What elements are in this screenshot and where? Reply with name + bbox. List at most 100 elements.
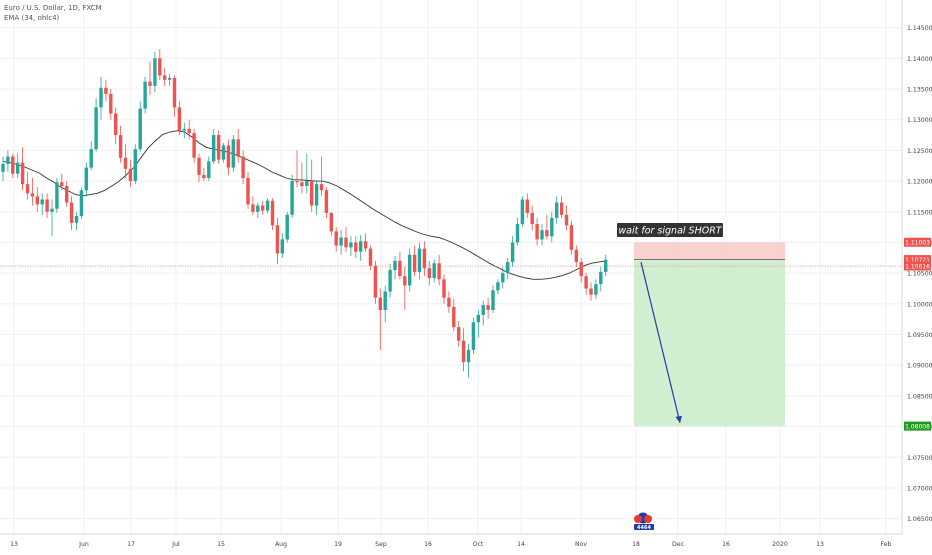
candle-body <box>167 77 172 80</box>
price-tick-label: 1.10000 <box>907 301 932 308</box>
candle <box>261 200 265 215</box>
stop-loss-zone[interactable] <box>634 242 785 260</box>
time-axis: 13 Jun 17 Jul 15 Aug 19 Sep 16 Oct 14 Nov 18 Dec 16 202… <box>0 533 902 548</box>
candle <box>133 144 137 185</box>
candle-body <box>339 237 343 246</box>
candle-body <box>84 167 88 191</box>
candle-body <box>172 77 177 108</box>
price-tick-label: 1.13000 <box>907 117 932 124</box>
candle-body <box>231 139 235 168</box>
candle <box>368 245 373 271</box>
candle-body <box>530 212 534 225</box>
candle-body <box>192 133 196 158</box>
candle <box>109 89 113 120</box>
time-tick-label: Feb <box>881 541 892 548</box>
candle-body <box>236 139 240 157</box>
candle-body <box>202 174 206 178</box>
candle <box>197 153 201 183</box>
candle-body <box>476 314 480 323</box>
candle <box>177 101 182 136</box>
candle-body <box>359 241 363 252</box>
arrow-head-icon <box>675 415 682 423</box>
candle-body <box>138 108 142 150</box>
candle-body <box>393 260 397 271</box>
candle-body <box>143 81 147 109</box>
candle-body <box>207 161 211 178</box>
candle <box>163 67 167 86</box>
candle <box>442 274 446 304</box>
candle <box>525 193 529 218</box>
time-tick-label: 19 <box>334 541 342 548</box>
candle <box>393 255 397 280</box>
candle-body <box>104 87 108 94</box>
candle-body <box>457 327 461 341</box>
candle <box>50 199 54 237</box>
candle <box>275 217 280 264</box>
tradingview-logo-icon[interactable]: 4464 <box>634 512 654 532</box>
candle <box>564 205 569 231</box>
candle <box>383 285 387 323</box>
candle <box>280 233 284 258</box>
candle-body <box>275 225 280 254</box>
time-tick-label: 16 <box>722 541 730 548</box>
candle <box>256 202 260 218</box>
candle-body <box>305 181 309 186</box>
price-tick-label: 1.14000 <box>907 56 932 63</box>
candle-body <box>520 199 525 225</box>
candle <box>226 139 231 175</box>
candle <box>412 245 417 277</box>
svg-text:1.10721: 1.10721 <box>905 257 930 264</box>
time-tick-label: Aug <box>275 541 287 548</box>
candle-body <box>79 190 84 217</box>
candle <box>324 187 329 218</box>
candle-body <box>437 263 441 280</box>
candle <box>314 181 319 215</box>
candle <box>319 156 324 197</box>
time-tick-label: Oct <box>473 541 484 548</box>
time-tick-label: 13 <box>10 541 18 548</box>
candle <box>329 211 333 237</box>
candle <box>506 257 510 280</box>
price-tick-label: 1.07000 <box>907 485 932 492</box>
candle <box>192 128 196 163</box>
indicator-label[interactable]: EMA (34, ohlc4) <box>4 14 60 22</box>
candle-body <box>1 163 5 172</box>
candle <box>236 128 240 163</box>
candle-body <box>363 241 368 249</box>
candle <box>20 147 25 191</box>
candle-body <box>373 265 378 298</box>
candle <box>11 153 15 178</box>
candle-body <box>594 284 598 295</box>
svg-text:1.11003: 1.11003 <box>905 240 930 247</box>
candle <box>148 61 152 96</box>
take-profit-zone[interactable] <box>634 259 785 427</box>
ema-line <box>2 130 606 280</box>
candle-body <box>555 202 559 218</box>
candle <box>6 150 10 172</box>
short-arrow-icon[interactable] <box>640 261 681 424</box>
time-tick-label: 18 <box>632 541 640 548</box>
candle <box>45 193 49 218</box>
candle-body <box>50 208 54 212</box>
candle-body <box>216 135 221 160</box>
price-tick-label: 1.11500 <box>907 209 932 216</box>
grid <box>0 0 902 534</box>
candle <box>334 227 338 252</box>
candle-body <box>114 113 118 136</box>
candle-body <box>506 262 510 274</box>
price-tag: 1.08008 <box>904 421 931 431</box>
candle-body <box>270 200 275 226</box>
signal-label[interactable]: wait for signal SHORT <box>617 223 723 237</box>
price-tick-label: 1.10500 <box>907 271 932 278</box>
candle <box>79 187 84 220</box>
candle <box>515 217 520 246</box>
candle-body <box>447 297 451 307</box>
candle-body <box>398 260 402 277</box>
candle-body <box>6 156 10 164</box>
candle <box>35 187 39 212</box>
price-tick-label: 1.14500 <box>907 25 932 32</box>
candle-body <box>11 156 15 174</box>
candle-body <box>212 135 216 162</box>
